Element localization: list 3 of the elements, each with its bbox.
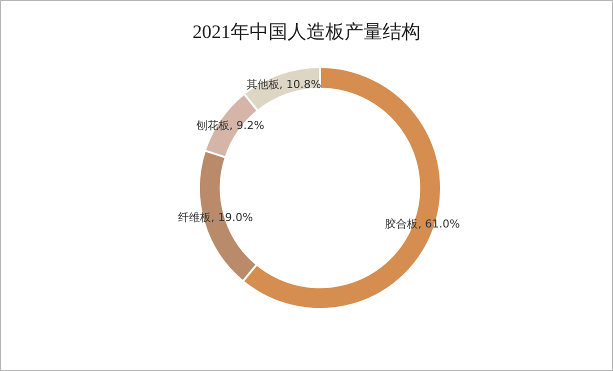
slice-label: 刨花板, 9.2% (196, 119, 264, 132)
chart-title: 2021年中国人造板产量结构 (192, 21, 422, 45)
slice-label: 其他板, 10.8% (246, 78, 322, 92)
